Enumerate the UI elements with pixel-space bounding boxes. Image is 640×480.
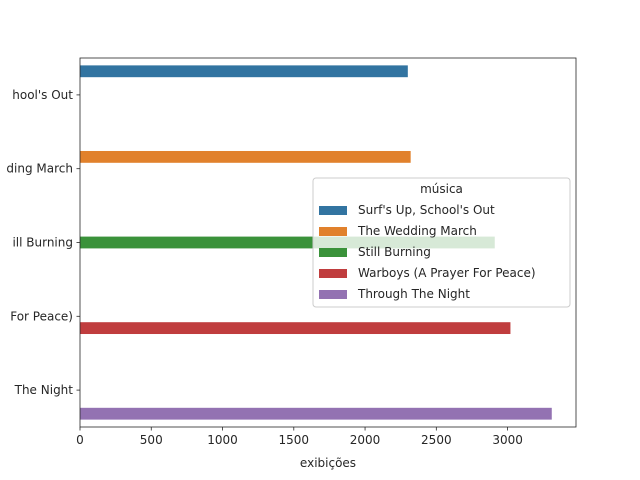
y-tick-label: ill Burning <box>12 236 73 250</box>
y-tick-label: ding March <box>6 162 73 176</box>
legend-swatch <box>319 290 347 299</box>
bar-3 <box>80 236 495 249</box>
x-axis-ticks: 0 500 1000 1500 2000 2500 3000 <box>76 427 523 447</box>
legend-label: Still Burning <box>358 245 431 259</box>
legend-swatch <box>319 248 347 257</box>
legend-label: Through The Night <box>357 287 470 301</box>
legend-label: Surf's Up, School's Out <box>358 203 495 217</box>
bar-4 <box>80 322 511 335</box>
bar-5 <box>80 407 552 420</box>
bar-1 <box>80 65 408 78</box>
legend-title: música <box>420 182 463 196</box>
x-tick-label: 2500 <box>421 433 452 447</box>
x-axis-label: exibições <box>300 456 356 470</box>
x-tick-label: 0 <box>76 433 84 447</box>
y-tick-label: hool's Out <box>12 88 73 102</box>
bars <box>80 65 552 420</box>
x-tick-label: 1000 <box>207 433 238 447</box>
legend-swatch <box>319 206 347 215</box>
legend-entry: Surf's Up, School's Out <box>319 203 495 217</box>
x-tick-label: 2000 <box>350 433 381 447</box>
plot-frame <box>79 57 577 428</box>
legend: música Surf's Up, School's Out The Weddin… <box>312 177 571 308</box>
legend-label: Warboys (A Prayer For Peace) <box>358 266 536 280</box>
legend-swatch <box>319 227 347 236</box>
y-tick-label: The Night <box>14 383 74 397</box>
x-tick-label: 3000 <box>492 433 523 447</box>
legend-entry: Warboys (A Prayer For Peace) <box>319 266 536 280</box>
x-tick-label: 1500 <box>279 433 310 447</box>
y-axis-ticks: hool's Out ding March ill Burning For Peace… <box>6 88 80 397</box>
y-tick-label: For Peace) <box>10 309 73 323</box>
bar-2 <box>80 150 411 163</box>
legend-entry: The Wedding March <box>319 224 477 238</box>
legend-label: The Wedding March <box>357 224 477 238</box>
x-tick-label: 500 <box>140 433 163 447</box>
legend-items: Surf's Up, School's Out The Wedding March… <box>319 203 536 301</box>
legend-box <box>312 177 571 308</box>
legend-swatch <box>319 269 347 278</box>
legend-entry: Still Burning <box>319 245 431 259</box>
legend-entry: Through The Night <box>319 287 470 301</box>
